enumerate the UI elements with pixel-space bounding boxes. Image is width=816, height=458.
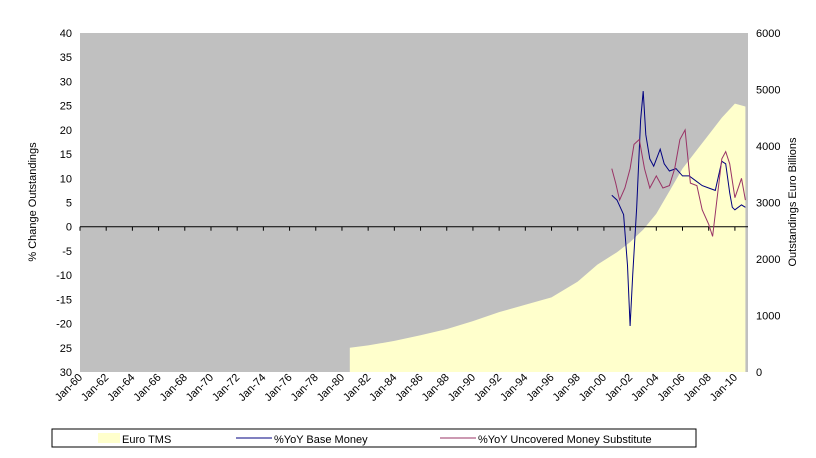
x-tick-label: Jan-70 <box>184 372 216 404</box>
left-tick-label: 30 <box>60 367 72 379</box>
left-tick-label: 15 <box>60 149 72 161</box>
x-tick-label: Jan-66 <box>131 372 163 404</box>
right-tick-label: 0 <box>756 367 762 379</box>
left-tick-label: 25 <box>60 343 72 355</box>
legend-label-base-money: %YoY Base Money <box>274 434 368 446</box>
x-tick-label: Jan-84 <box>367 372 399 404</box>
series-line-2 <box>611 128 746 237</box>
legend: Euro TMS %YoY Base Money %YoY Uncovered … <box>51 428 697 448</box>
x-tick-label: Jan-86 <box>393 372 425 404</box>
left-tick-label: 5 <box>66 198 72 210</box>
left-tick-label: 10 <box>60 173 72 185</box>
x-tick-label: Jan-02 <box>603 372 635 404</box>
x-tick-label: Jan-74 <box>236 372 268 404</box>
left-tick-label: -15 <box>56 294 72 306</box>
x-tick-label: Jan-96 <box>524 372 556 404</box>
legend-swatch-euro-tms <box>98 433 120 443</box>
x-tick-label: Jan-78 <box>289 372 321 404</box>
series-line-1 <box>611 91 746 327</box>
x-tick-label: Jan-88 <box>420 372 452 404</box>
left-tick-label: 35 <box>60 52 72 64</box>
x-tick-label: Jan-98 <box>551 372 583 404</box>
x-tick-label: Jan-04 <box>629 372 661 404</box>
x-tick-label: Jan-92 <box>472 372 504 404</box>
x-tick-label: Jan-90 <box>446 372 478 404</box>
left-tick-label: -5 <box>62 246 72 258</box>
left-axis-title: % Change Outstandings <box>27 142 39 262</box>
x-tick-label: Jan-80 <box>315 372 347 404</box>
right-tick-label: 5000 <box>756 85 780 97</box>
left-tick-label: -20 <box>56 319 72 331</box>
left-tick-label: 0 <box>66 222 72 234</box>
left-tick-label: 30 <box>60 76 72 88</box>
right-tick-label: 4000 <box>756 141 780 153</box>
right-tick-label: 6000 <box>756 28 780 40</box>
x-tick-label: Jan-64 <box>105 372 137 404</box>
x-tick-label: Jan-68 <box>158 372 190 404</box>
right-tick-label: 1000 <box>756 311 780 323</box>
left-tick-label: 20 <box>60 125 72 137</box>
series-area-0 <box>349 103 746 372</box>
right-axis-title: Outstandings Euro Billions <box>787 137 799 267</box>
x-tick-label: Jan-62 <box>79 372 111 404</box>
x-tick-label: Jan-94 <box>498 372 530 404</box>
x-tick-label: Jan-06 <box>655 372 687 404</box>
x-tick-label: Jan-00 <box>577 372 609 404</box>
legend-box <box>51 428 697 448</box>
right-tick-label: 2000 <box>756 254 780 266</box>
right-tick-label: 3000 <box>756 198 780 210</box>
x-tick-label: Jan-10 <box>708 372 740 404</box>
x-tick-label: Jan-72 <box>210 372 242 404</box>
left-tick-label: 40 <box>60 28 72 40</box>
legend-label-euro-tms: Euro TMS <box>122 434 171 446</box>
legend-label-uncovered-money: %YoY Uncovered Money Substitute <box>478 434 652 446</box>
x-tick-label: Jan-82 <box>341 372 373 404</box>
left-tick-label: -10 <box>56 270 72 282</box>
left-tick-label: 25 <box>60 101 72 113</box>
x-tick-label: Jan-76 <box>262 372 294 404</box>
x-tick-label: Jan-08 <box>682 372 714 404</box>
